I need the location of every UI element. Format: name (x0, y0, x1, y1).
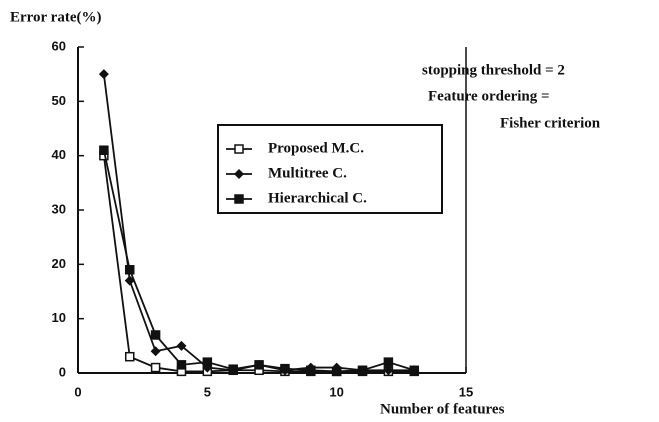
legend-marker (234, 169, 244, 179)
marker (124, 351, 135, 362)
marker (176, 340, 187, 351)
legend-marker (234, 144, 244, 154)
marker (150, 362, 161, 373)
marker (228, 364, 238, 374)
x-tick-label: 10 (329, 384, 343, 399)
marker (99, 145, 109, 155)
marker (306, 365, 316, 376)
marker (98, 69, 109, 80)
legend-label: Proposed M.C. (268, 140, 364, 156)
series-line (102, 74, 415, 372)
annotation: Feature ordering = (428, 88, 550, 104)
legend-box (217, 124, 443, 214)
y-tick-label: 30 (52, 201, 66, 216)
marker (331, 366, 342, 377)
marker (383, 357, 394, 367)
marker (357, 365, 368, 376)
marker (150, 346, 161, 357)
annotation: stopping threshold = 2 (422, 62, 565, 78)
y-tick-label: 10 (52, 310, 66, 325)
legend-label: Hierarchical C. (268, 190, 367, 206)
marker (383, 365, 394, 376)
marker (254, 360, 264, 370)
y-tick-label: 20 (52, 256, 66, 271)
y-tick-label: 0 (59, 364, 66, 379)
marker (280, 363, 290, 374)
marker (409, 365, 420, 376)
y-tick-label: 60 (52, 38, 66, 53)
legend-label: Multitree C. (268, 165, 347, 181)
y-tick-label: 40 (52, 147, 66, 162)
annotation: Fisher criterion (500, 115, 601, 131)
x-tick-label: 5 (204, 384, 211, 399)
marker (150, 330, 161, 340)
x-axis-label: Number of features (380, 401, 505, 417)
y-axis-label: Error rate(%) (10, 9, 102, 25)
x-tick-label: 15 (459, 384, 473, 399)
marker (176, 360, 187, 370)
marker (124, 265, 135, 275)
marker (202, 357, 213, 367)
legend-marker (234, 194, 244, 204)
x-tick-label: 0 (74, 384, 81, 399)
y-tick-label: 50 (52, 93, 66, 108)
